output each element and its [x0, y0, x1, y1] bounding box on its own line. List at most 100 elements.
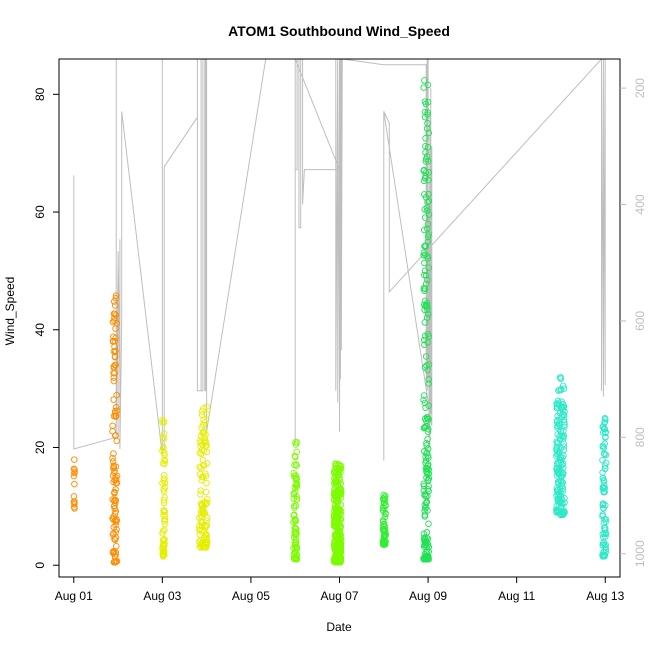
data-point: [111, 317, 118, 325]
data-point: [424, 306, 431, 313]
x-tick-label: Aug 03: [143, 589, 181, 603]
data-point: [421, 113, 429, 121]
data-point: [111, 502, 118, 510]
data-point: [424, 221, 432, 228]
data-point: [421, 332, 429, 340]
data-point: [291, 555, 299, 562]
data-point: [423, 414, 431, 421]
data-point: [336, 476, 344, 484]
data-point: [421, 206, 428, 213]
data-point: [423, 442, 430, 449]
data-point: [380, 495, 387, 502]
data-point: [111, 510, 119, 517]
data-point: [291, 502, 298, 510]
data-point: [600, 450, 608, 457]
data-point: [70, 472, 78, 480]
data-point: [422, 158, 430, 165]
data-point: [109, 422, 116, 430]
x-tick-label: Aug 05: [232, 589, 270, 603]
data-point: [198, 424, 205, 431]
data-point: [420, 482, 428, 490]
data-point: [111, 517, 119, 524]
right-axis: 200 400 600 800 1000: [620, 78, 647, 567]
data-point: [602, 548, 610, 556]
data-point: [159, 530, 166, 537]
data-point: [424, 554, 431, 562]
data-point: [203, 403, 210, 411]
data-point: [421, 319, 429, 326]
data-point: [160, 444, 167, 451]
data-point: [379, 503, 387, 511]
data-point: [203, 442, 210, 449]
data-point: [203, 479, 210, 487]
data-point: [71, 468, 78, 476]
y-tick-label: 40: [33, 323, 47, 337]
data-point: [425, 129, 433, 137]
data-point: [420, 396, 427, 404]
right-tick-label: 1000: [633, 540, 647, 567]
data-point: [291, 461, 298, 469]
data-point: [424, 415, 432, 423]
data-point: [559, 485, 567, 492]
data-point: [161, 512, 169, 520]
data-point: [425, 380, 432, 387]
data-point: [554, 401, 561, 408]
data-point: [425, 197, 433, 205]
data-point: [601, 414, 609, 422]
data-point: [602, 529, 610, 537]
data-point: [421, 77, 428, 84]
data-point: [599, 542, 606, 549]
data-point: [196, 514, 203, 522]
data-point: [110, 377, 118, 385]
data-point: [424, 366, 431, 374]
data-point: [558, 432, 565, 440]
data-point: [110, 549, 117, 557]
data-point: [424, 143, 432, 151]
data-point: [160, 488, 168, 495]
data-point: [557, 499, 564, 506]
data-point: [160, 485, 167, 493]
data-point: [113, 526, 120, 533]
data-point: [197, 433, 205, 440]
data-point: [421, 297, 429, 305]
data-point: [198, 528, 205, 535]
data-point: [561, 509, 568, 517]
data-point: [71, 480, 78, 488]
data-point: [331, 519, 339, 527]
data-point: [334, 558, 341, 566]
data-point: [197, 487, 205, 494]
data-point: [425, 176, 432, 184]
data-point: [112, 432, 119, 439]
data-point: [561, 419, 568, 426]
data-point: [109, 318, 117, 326]
data-point: [421, 505, 429, 512]
data-point: [600, 539, 607, 546]
data-point: [599, 429, 607, 436]
data-point: [70, 498, 78, 505]
data-point: [198, 446, 206, 454]
data-point: [422, 242, 430, 249]
data-point: [336, 506, 343, 514]
data-point: [203, 499, 211, 507]
data-point: [422, 541, 429, 549]
x-axis: Aug 01 Aug 03 Aug 05 Aug 07 Aug 09 Aug 11 Aug …: [55, 577, 625, 603]
data-point: [381, 528, 389, 535]
data-point: [160, 508, 168, 515]
data-point: [421, 259, 428, 267]
data-point: [159, 447, 166, 455]
data-point: [112, 404, 120, 411]
data-point: [112, 479, 120, 487]
data-point: [336, 535, 344, 543]
data-point: [424, 98, 432, 106]
y-tick-label: 60: [33, 205, 47, 219]
data-point: [332, 468, 340, 476]
data-point: [159, 537, 167, 544]
data-point: [424, 310, 432, 318]
data-point: [203, 522, 211, 529]
data-point: [161, 516, 169, 523]
right-tick-label: 400: [633, 194, 647, 214]
data-point: [555, 387, 562, 394]
data-point: [425, 376, 432, 383]
data-point: [601, 515, 608, 523]
data-point: [601, 462, 609, 469]
